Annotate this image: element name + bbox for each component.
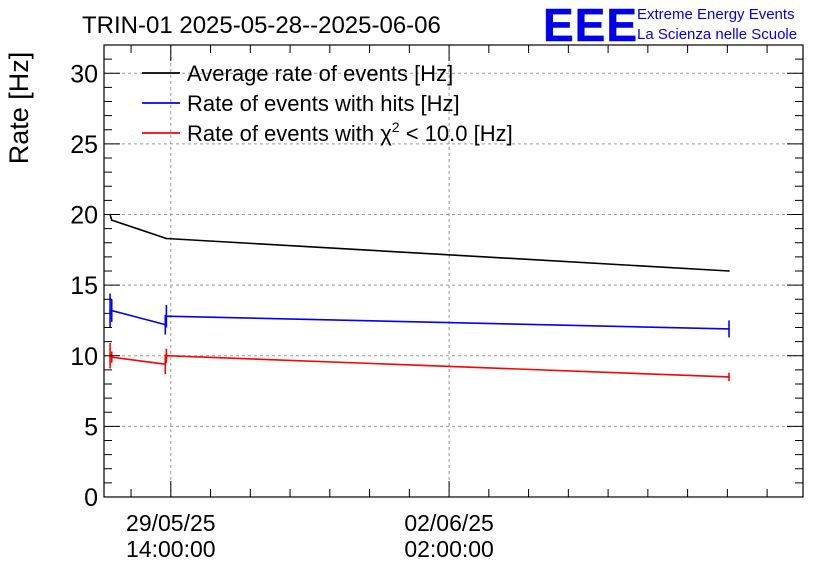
eee-logo-line1: Extreme Energy Events: [637, 6, 795, 23]
eee-logo-line2: La Scienza nelle Scuole: [637, 26, 797, 43]
data-point: [110, 309, 113, 312]
series-group: [109, 213, 730, 382]
legend-label: Rate of events with hits [Hz]: [187, 91, 460, 116]
data-point: [164, 363, 167, 366]
y-tick-label: 30: [70, 60, 98, 88]
legend: Average rate of events [Hz] Rate of event…: [142, 61, 513, 146]
chart-title: TRIN-01 2025-05-28--2025-06-06: [82, 12, 441, 39]
data-point: [728, 270, 730, 272]
y-tick-label: 20: [70, 202, 98, 230]
data-point: [165, 315, 168, 318]
y-axis-label: Rate [Hz]: [4, 52, 34, 165]
y-tick-label: 25: [70, 131, 98, 159]
legend-label: Rate of events with χ2 < 10.0 [Hz]: [187, 119, 513, 146]
data-point: [728, 376, 730, 378]
data-point: [109, 309, 111, 312]
eee-logo: EEE Extreme Energy Events La Scienza nel…: [543, 0, 797, 51]
series-line-3: [109, 354, 730, 378]
legend-chi-superscript: 2: [392, 119, 400, 135]
series-line-1: [109, 214, 730, 272]
legend-label-text: Average rate of events [Hz]: [187, 61, 453, 86]
y-tick-label: 0: [84, 484, 98, 512]
x-tick-label-time: 14:00:00: [126, 536, 216, 562]
data-point: [110, 356, 113, 358]
y-tick-label: 15: [70, 272, 98, 300]
grid-lines: [104, 45, 803, 497]
legend-label-text-tail: < 10.0 [Hz]: [400, 121, 513, 146]
x-tick-label-time: 02:00:00: [404, 536, 494, 562]
data-point: [165, 237, 168, 240]
y-tick-label: 10: [70, 343, 98, 371]
data-point: [728, 328, 730, 330]
x-tick-label-date: 02/06/25: [404, 510, 494, 536]
series-line-2: [110, 309, 730, 330]
legend-label: Average rate of events [Hz]: [187, 61, 453, 86]
data-point: [165, 354, 168, 357]
legend-label-text: Rate of events with hits [Hz]: [187, 91, 460, 116]
x-tick-label-date: 29/05/25: [126, 510, 216, 536]
eee-logo-mark: EEE: [543, 0, 638, 51]
y-tick-label: 5: [84, 413, 98, 441]
legend-chi-symbol: χ: [380, 121, 392, 146]
legend-label-text: Rate of events with: [187, 121, 380, 146]
data-point: [110, 219, 113, 221]
